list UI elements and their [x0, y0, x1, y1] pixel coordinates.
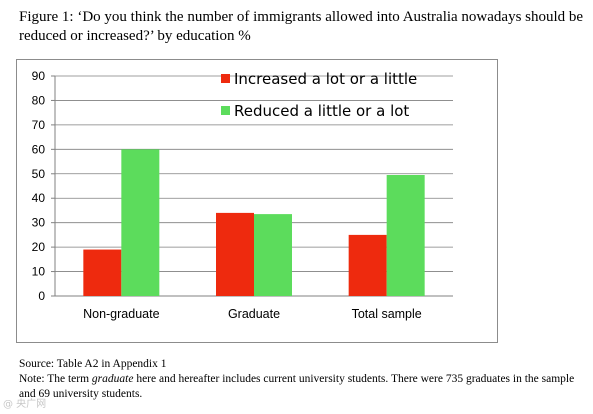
figure-title: Figure 1: ‘Do you think the number of im…	[19, 9, 584, 44]
y-tick-label: 0	[38, 289, 45, 303]
x-tick-label: Non-graduate	[83, 307, 159, 321]
definition-note: Note: The term graduate here and hereaft…	[19, 372, 593, 402]
note-text-start: Note: The term	[19, 373, 92, 385]
watermark-logo: @ 央广网	[3, 399, 47, 410]
figure-footer: Source: Table A2 in Appendix 1 Note: The…	[19, 357, 593, 402]
bar-chart: 0 10 20 30 40 50 60 70 80 90 Non-graduate Graduate T…	[32, 69, 453, 321]
bar-reduced-2	[386, 175, 425, 296]
y-tick-label: 50	[32, 167, 46, 181]
x-tick-label: Graduate	[228, 307, 280, 321]
y-tick-label: 20	[32, 240, 46, 254]
bar-reduced-0	[121, 149, 160, 296]
legend-label-increased: Increased a lot or a little	[234, 70, 417, 88]
y-tick-label: 90	[32, 69, 46, 83]
x-tick-label: Total sample	[352, 307, 422, 321]
bar-increased-1	[216, 212, 254, 296]
y-tick-label: 70	[32, 118, 46, 132]
y-tick-label: 10	[32, 265, 46, 279]
legend-swatch-reduced	[221, 106, 230, 115]
bar-increased-2	[348, 234, 387, 296]
source-note: Source: Table A2 in Appendix 1	[19, 358, 167, 370]
y-tick-label: 60	[32, 142, 46, 156]
bar-reduced-1	[254, 214, 292, 296]
y-tick-label: 40	[32, 191, 46, 205]
note-text-end: here and hereafter includes current univ…	[19, 373, 575, 400]
y-tick-label: 30	[32, 216, 46, 230]
legend-swatch-increased	[221, 74, 230, 83]
y-tick-label: 80	[32, 93, 46, 107]
bar-increased-0	[83, 249, 122, 296]
chart-frame: 0 10 20 30 40 50 60 70 80 90 Non-graduate Graduate T…	[16, 59, 498, 343]
note-term: graduate	[91, 373, 134, 385]
legend-label-reduced: Reduced a little or a lot	[234, 102, 409, 120]
